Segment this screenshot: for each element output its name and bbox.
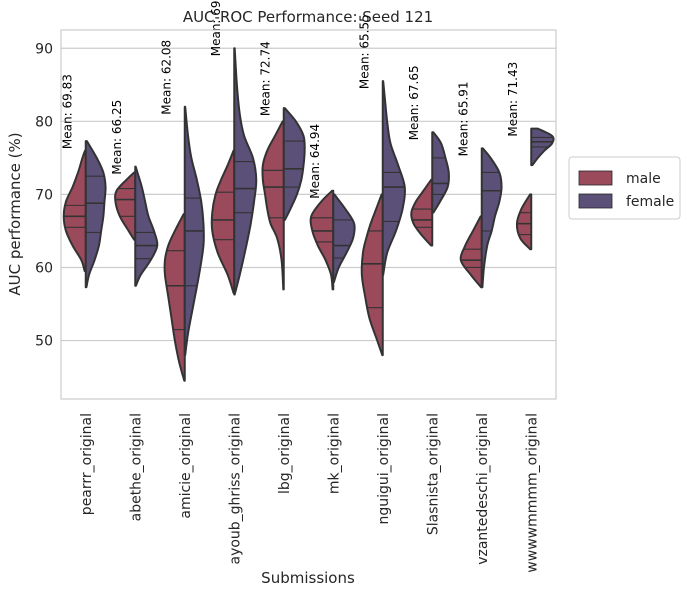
violin-half-male (210, 149, 236, 295)
mean-label: Mean: 65.91 (457, 81, 471, 156)
x-tick-label: ayoub_ghriss_original (227, 413, 243, 565)
mean-label: Mean: 62.08 (160, 40, 174, 115)
violin-group-mk_original: Mean: 64.94 (308, 124, 356, 291)
violin-half-male (309, 189, 335, 291)
violin-half-female (332, 193, 356, 284)
legend-swatch-male (578, 170, 613, 186)
violins: Mean: 69.83 Mean: 66.25 Mean: 62.08 Mean: 6… (61, 0, 555, 382)
chart-title: AUC-ROC Performance: Seed 121 (183, 8, 433, 26)
legend-swatch-female (578, 193, 613, 209)
violin-half-male (261, 120, 285, 291)
mean-label: Mean: 67.65 (407, 65, 421, 140)
violin-half-male (459, 215, 483, 289)
violin-half-female (84, 140, 107, 289)
violin-half-female (431, 131, 450, 214)
y-tick-label: 70 (35, 187, 53, 203)
violin-half-male (360, 193, 384, 357)
y-axis-label: AUC performance (%) (6, 132, 24, 295)
x-tick-label: wwwwmmmm_original (524, 413, 540, 573)
mean-label: Mean: 71.43 (506, 62, 520, 137)
violin-half-female (134, 165, 159, 287)
violin-group-vzantedeschi_original: Mean: 65.91 (457, 81, 503, 289)
violin-half-female (480, 147, 503, 289)
grid (61, 47, 556, 342)
violin-group-lbg_original: Mean: 72.74 (259, 41, 306, 291)
legend-label-male: male (626, 171, 661, 187)
mean-label: Mean: 64.94 (308, 124, 322, 199)
x-tick-label: abethe_original (128, 413, 144, 521)
violin-half-male (62, 149, 87, 273)
mean-label: Mean: 65.55 (358, 14, 372, 89)
mean-label: Mean: 66.25 (110, 100, 124, 175)
x-tick-label: mk_original (326, 413, 342, 494)
violin-group-Slasnista_original: Mean: 67.65 (407, 65, 450, 247)
violin-group-abethe_original: Mean: 66.25 (110, 100, 159, 287)
legend-label-female: female (626, 194, 674, 210)
plot-frame (60, 29, 557, 400)
legend: male female (568, 156, 681, 220)
x-tick-label: amicie_original (178, 413, 194, 519)
y-tick-label: 90 (35, 41, 53, 57)
violin-half-female (233, 47, 258, 296)
mean-label: Mean: 72.74 (259, 41, 273, 116)
violin-group-nguigui_original: Mean: 65.55 (358, 14, 406, 357)
x-tick-label: nguigui_original (376, 413, 392, 525)
y-tick-label: 50 (35, 334, 53, 350)
y-tick-label: 80 (35, 114, 53, 130)
mean-label: Mean: 69.94 (209, 0, 223, 56)
violin-half-male (410, 178, 434, 247)
violin-group-pearrr_original: Mean: 69.83 (61, 74, 107, 289)
x-tick-label: lbg_original (277, 413, 293, 494)
axes: 50 60 70 80 90 pearrr_original abethe_original… (35, 41, 540, 572)
violin-half-male (163, 213, 186, 382)
mean-label: Mean: 69.83 (61, 74, 75, 149)
x-tick-label: pearrr_original (79, 413, 95, 515)
violin-group-ayoub_ghriss_original: Mean: 69.94 (209, 0, 258, 296)
x-tick-label: Slasnista_original (425, 413, 441, 535)
y-tick-label: 60 (35, 260, 53, 276)
violin-half-male (114, 171, 137, 241)
x-tick-label: vzantedeschi_original (475, 413, 491, 565)
x-axis-label: Submissions (261, 569, 355, 587)
violin-group-wwwwmmmm_original: Mean: 71.43 (506, 62, 555, 251)
violin-half-female (381, 80, 406, 276)
violin-half-female (282, 107, 306, 221)
violin-group-amicie_original: Mean: 62.08 (160, 40, 205, 382)
